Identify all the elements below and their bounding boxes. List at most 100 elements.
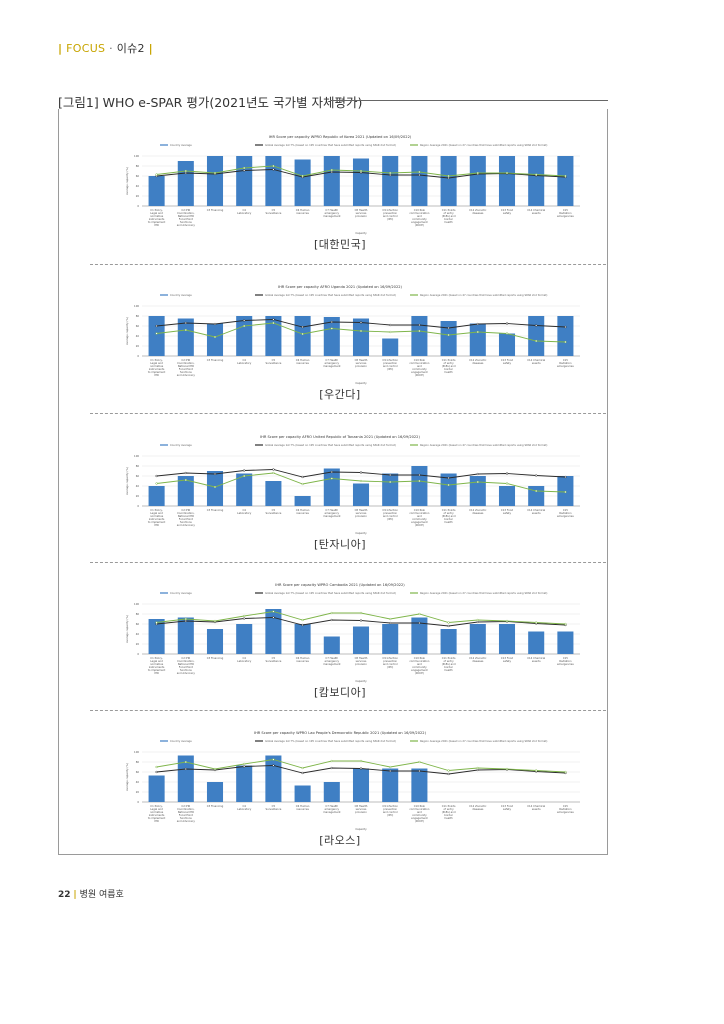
global-average-point [359,767,363,770]
region-average-point [535,769,538,772]
x-tick-label: C13 Food safety [501,358,514,365]
region-average-point [213,767,217,771]
chart-svg: IHR Score per capacity WPRO Republic of … [125,135,580,235]
section-divider [90,710,606,711]
x-tick-label: C11 Points of entry (PoEs) and border health [442,358,456,374]
x-tick-label: C8 Health services provision [355,656,368,666]
x-tick-label: C1 Policy, Legal and normative instruments t… [148,804,165,823]
legend-label: Global Average 1st 7% (based on 195 coun… [265,443,396,447]
chart-svg: IHR Score per capacity WPRO Cambodia 202… [125,583,580,683]
bar [265,316,282,356]
region-average-point [184,478,187,482]
x-tick-label: C3 Financing [207,358,224,362]
global-average-point [155,324,158,328]
bar [557,156,574,206]
bar [177,318,194,356]
bar [206,156,224,206]
region-average-point [535,621,538,624]
global-average-point [447,176,450,180]
x-tick-label: C1 Policy, Legal and normative instruments t… [148,508,165,527]
region-average-point [447,174,450,178]
x-tick-label: C6 Human resources [296,656,310,663]
y-tick-label: 40 [136,184,140,188]
x-tick-label: C2 IHR Coordination, National IHR Focal Poi… [177,208,196,227]
bar [206,471,224,506]
legend-label: Region Average 2021 (based on 47 countri… [420,443,547,447]
region-average-point [213,171,217,175]
bar [382,768,399,802]
bar [440,629,457,654]
y-tick-label: 20 [136,790,140,794]
region-average-point [564,490,567,494]
chart-svg: IHR Score per capacity WPRO Lao People's… [125,731,580,831]
region-average-point [272,164,275,168]
x-tick-label: C2 IHR Coordination, National IHR Focal Poi… [177,656,196,675]
bar [206,782,224,802]
global-average-point [476,472,479,476]
global-average-point [301,475,304,479]
x-tick-label: C8 Health services provision [355,508,368,518]
chart-svg: IHR Score per capacity AFRO Uganda 2021 … [125,285,580,385]
y-tick-label: 100 [134,454,139,458]
region-average-point [301,174,304,178]
chart-panel: IHR Score per capacity WPRO Lao People's… [80,722,600,847]
section-divider [90,413,606,414]
global-average-point [505,322,509,325]
y-tick-label: 40 [136,334,140,338]
y-tick-label: 80 [136,612,140,616]
region-average-point [330,168,333,172]
x-tick-label: C1 Policy, Legal and normative instruments t… [148,656,165,675]
global-average-point [418,323,421,327]
region-average-point [301,618,304,622]
bar [294,496,311,506]
x-tick-label: C7 Health emergency management [323,358,340,368]
x-tick-label: C5 Surveillance [265,208,281,215]
x-tick-label: C4 Laboratory [237,208,252,215]
region-average-point [564,622,567,626]
global-average-point [155,770,158,774]
legend-label: Region Average 2021 (based on 27 countri… [420,591,547,595]
bar [206,323,224,356]
bar [294,785,311,802]
x-tick-label: C10 Risk communication and community engagem… [409,358,429,377]
x-tick-label: C6 Human resources [296,508,310,515]
global-average-point [418,621,421,625]
chart-title: IHR Score per capacity AFRO United Repub… [260,435,420,439]
chart-caption: [탄자니아] [313,538,367,551]
x-tick-label: C12 Zoonotic diseases [469,358,487,365]
region-average-point [330,611,333,615]
region-average-point [243,166,246,170]
legend-label: Country Average [170,143,192,147]
header-bar-right: | [148,42,153,55]
bar [236,473,253,506]
figure-title-rule [330,100,608,101]
bar [352,626,370,654]
chart-svg: IHR Score per capacity AFRO United Repub… [125,435,580,535]
x-tick-label: C1 Policy, Legal and normative instruments t… [148,208,165,227]
region-average-point [184,617,187,621]
bar [294,316,311,356]
bar [382,473,399,506]
x-tick-label: C10 Risk communication and community engagem… [409,208,429,227]
y-tick-label: 80 [136,464,140,468]
region-average-point [359,759,363,763]
x-tick-label: C14 Chemical events [527,804,545,811]
bar [294,159,311,206]
region-average-point [359,329,363,333]
x-tick-label: C10 Risk communication and community engagem… [409,804,429,823]
chart-title: IHR Score per capacity AFRO Uganda 2021 … [278,285,403,289]
region-average-point [301,482,304,486]
section-divider [90,264,606,265]
region-average-point [243,614,246,618]
region-average-point [184,169,187,173]
bar [206,629,224,654]
region-average-point [447,483,450,487]
region-average-point [505,171,509,175]
bar [411,316,428,356]
y-axis-label: Average capacity (%) [125,167,129,195]
bar [236,624,253,654]
x-tick-label: C14 Chemical events [527,208,545,215]
chart-caption: [우간다] [319,388,361,401]
y-tick-label: 60 [136,324,140,328]
bar [411,768,428,802]
